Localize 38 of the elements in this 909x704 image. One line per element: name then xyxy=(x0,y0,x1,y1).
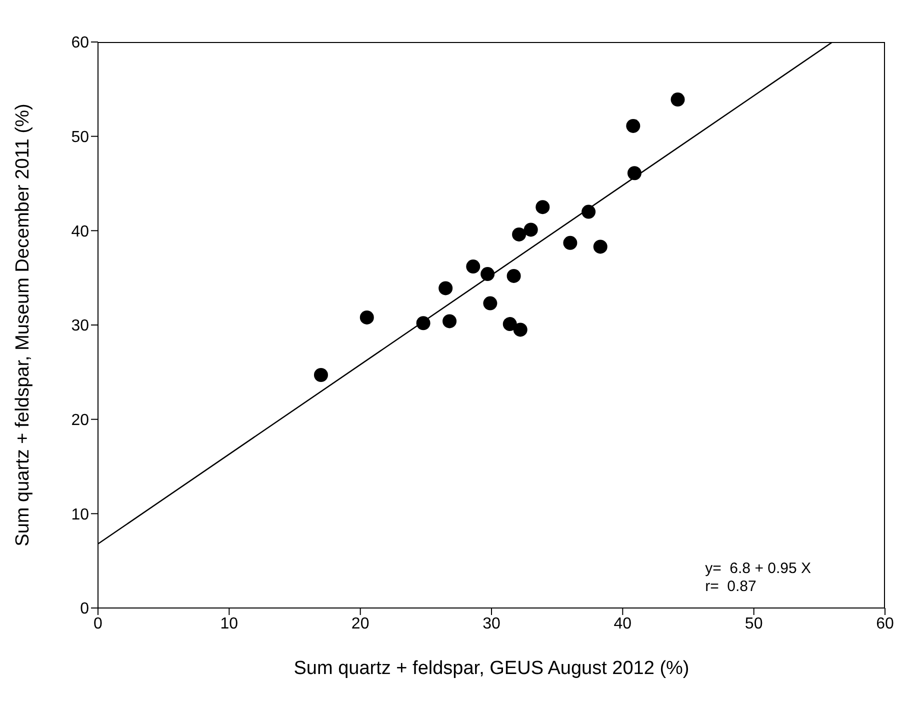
x-axis-title: Sum quartz + feldspar, GEUS August 2012 (%) xyxy=(294,658,690,679)
point xyxy=(593,240,608,254)
x-tick-label: 60 xyxy=(876,615,894,632)
point xyxy=(563,236,578,250)
point xyxy=(502,317,517,332)
point xyxy=(670,92,685,107)
point xyxy=(626,118,640,133)
y-tick-label: 0 xyxy=(80,600,90,618)
point xyxy=(582,204,596,219)
point xyxy=(483,296,498,310)
point xyxy=(524,222,538,237)
x-tick-label: 0 xyxy=(94,615,103,632)
point xyxy=(512,227,526,242)
point xyxy=(314,368,328,382)
x-tick-label: 30 xyxy=(482,615,500,632)
point xyxy=(416,316,430,330)
point xyxy=(627,166,642,180)
y-tick-label: 50 xyxy=(71,129,90,146)
point xyxy=(438,281,453,296)
annotation: r= 0.87 xyxy=(705,578,758,596)
annotation: y= 6.8 + 0.95 X xyxy=(705,560,811,578)
x-tick-label: 50 xyxy=(744,615,763,632)
point xyxy=(480,267,495,282)
point xyxy=(466,260,480,274)
point xyxy=(442,314,457,328)
y-tick-label: 30 xyxy=(71,318,90,335)
y-tick-label: 10 xyxy=(71,506,90,524)
y-axis-title: Sum quartz + feldspar, Museum December 2011 (%) xyxy=(12,104,34,546)
x-tick-label: 40 xyxy=(614,615,632,632)
y-tick-label: 20 xyxy=(71,412,90,430)
point xyxy=(536,200,550,214)
y-tick-label: 40 xyxy=(71,223,90,240)
point xyxy=(506,268,521,283)
point xyxy=(513,322,528,337)
x-tick-label: 20 xyxy=(351,615,370,632)
point xyxy=(360,310,374,324)
y-tick-label: 60 xyxy=(71,34,90,52)
x-tick-label: 10 xyxy=(220,615,238,632)
